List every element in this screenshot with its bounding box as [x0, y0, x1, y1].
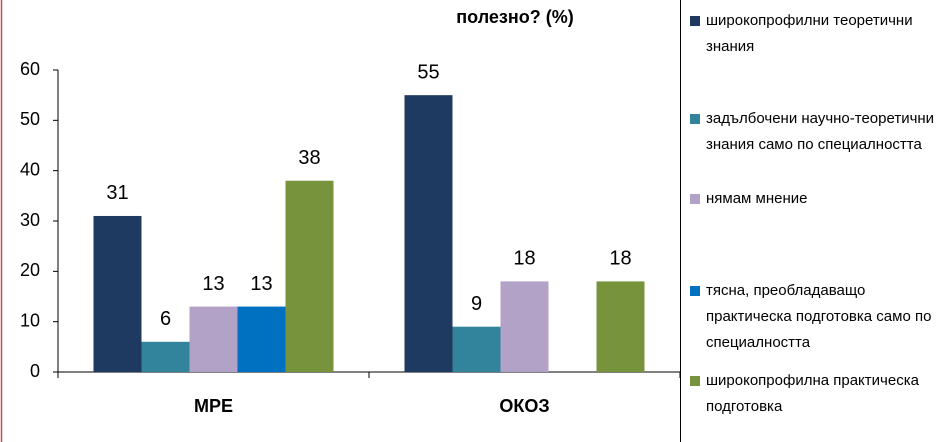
legend-label: широкопрофилни теоретични знания: [706, 12, 913, 55]
y-tick-label: 20: [20, 260, 40, 280]
legend-entry: широкопрофилна практическа подготовка: [690, 368, 936, 420]
x-tick-label: МРЕ: [194, 396, 233, 416]
y-tick-label: 40: [20, 159, 40, 179]
legend-entry: нямам мнение: [690, 186, 936, 212]
legend-entry: тясна, преобладаващо практическа подгото…: [690, 278, 936, 356]
legend-swatch: [690, 16, 700, 26]
bar: [404, 95, 453, 373]
legend-swatch: [690, 376, 700, 386]
y-tick-label: 30: [20, 210, 40, 230]
data-label: 6: [160, 308, 171, 330]
bar: [93, 215, 142, 372]
x-tick-label: ОКОЗ: [499, 396, 549, 416]
data-label: 9: [471, 293, 482, 315]
bar: [596, 281, 645, 372]
y-tick-label: 10: [20, 310, 40, 330]
data-label: 13: [202, 273, 224, 295]
bar: [189, 306, 238, 372]
data-label: 18: [609, 248, 631, 270]
bar: [237, 306, 286, 372]
legend-entry: широкопрофилни теоретични знания: [690, 8, 936, 60]
data-label: 18: [513, 248, 535, 270]
legend-swatch: [690, 286, 700, 296]
chart-title: полезно? (%): [456, 7, 573, 27]
y-tick-label: 60: [20, 59, 40, 79]
bar: [500, 281, 549, 372]
y-tick-label: 0: [30, 361, 40, 381]
y-tick-label: 50: [20, 109, 40, 129]
bar: [452, 326, 501, 372]
data-label: 38: [298, 147, 320, 169]
legend-label: задълбочени научно-теоретични знания сам…: [706, 110, 935, 153]
legend-label: нямам мнение: [706, 190, 808, 207]
legend-swatch: [690, 194, 700, 204]
legend-entry: задълбочени научно-теоретични знания сам…: [690, 106, 936, 158]
legend-label: широкопрофилна практическа подготовка: [706, 372, 919, 415]
bar: [141, 341, 190, 372]
data-label: 31: [106, 182, 128, 204]
data-label: 55: [417, 61, 439, 83]
legend-swatch: [690, 114, 700, 124]
data-label: 13: [250, 273, 272, 295]
bar: [285, 180, 334, 372]
legend-label: тясна, преобладаващо практическа подгото…: [706, 282, 932, 351]
